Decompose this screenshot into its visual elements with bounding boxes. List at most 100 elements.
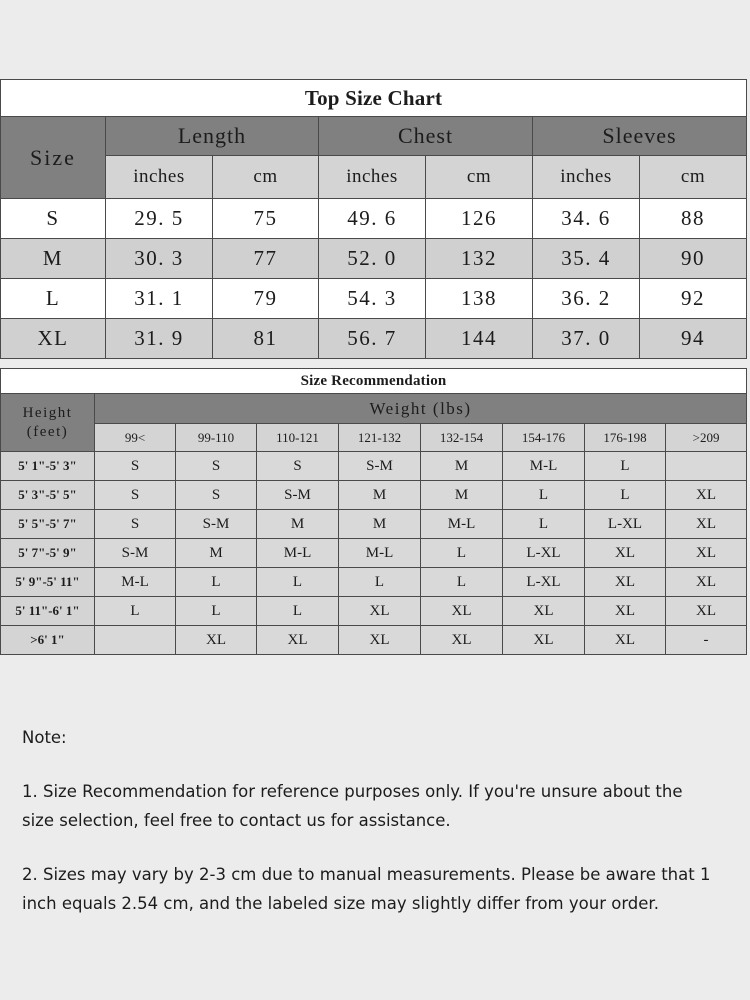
height-label: 5' 3"-5' 5": [0, 480, 95, 510]
reco-cell: S: [256, 451, 339, 481]
measure-cell: 29. 5: [105, 198, 213, 239]
reco-cell: [94, 625, 176, 655]
reco-cell: S-M: [256, 480, 339, 510]
measure-cell: 56. 7: [318, 318, 426, 359]
reco-cell: M-L: [94, 567, 176, 597]
reco-cell: M-L: [420, 509, 503, 539]
table-title-row: Size Recommendation: [0, 368, 748, 394]
reco-cell: S: [94, 480, 176, 510]
measure-cell: 34. 6: [532, 198, 640, 239]
reco-cell: L: [338, 567, 421, 597]
height-label: 5' 1"-5' 3": [0, 451, 95, 481]
reco-cell: L: [420, 567, 503, 597]
reco-cell: L: [256, 567, 339, 597]
note-item-2: 2. Sizes may vary by 2-3 cm due to manua…: [22, 864, 711, 914]
top-size-chart-title: Top Size Chart: [0, 79, 748, 117]
reco-cell: S-M: [175, 509, 257, 539]
reco-cell: M-L: [338, 538, 421, 568]
unit-header-sleeves-cm: cm: [638, 155, 748, 199]
reco-cell: S-M: [338, 451, 421, 481]
table-row: XL 31. 9 81 56. 7 144 37. 0 94: [0, 318, 748, 359]
reco-cell: XL: [584, 596, 666, 626]
group-header-chest: Chest: [318, 116, 533, 156]
reco-cell: M: [338, 480, 421, 510]
measure-cell: 126: [425, 198, 533, 239]
reco-cell: XL: [338, 596, 421, 626]
reco-cell: XL: [664, 596, 748, 626]
measure-cell: 52. 0: [318, 238, 426, 279]
measure-cell: 37. 0: [532, 318, 640, 359]
group-header-row: Size Length Chest Sleeves: [0, 116, 748, 199]
table-row: 5' 1"-5' 3" S S S S-M M M-L L: [0, 451, 748, 481]
measure-cell: 31. 1: [105, 278, 213, 319]
reco-cell: XL: [584, 567, 666, 597]
weight-header-row: Height (feet) Weight (lbs): [0, 393, 748, 452]
size-recommendation-table: Size Recommendation Height (feet) Weight…: [0, 368, 748, 655]
reco-cell: XL: [664, 480, 748, 510]
size-label: M: [0, 238, 106, 279]
weight-range-header: >209: [664, 423, 748, 452]
table-row: >6' 1" XL XL XL XL XL XL -: [0, 625, 748, 655]
measure-cell: 138: [425, 278, 533, 319]
weight-range-row: 99< 99-110 110-121 121-132 132-154 154-1…: [1, 423, 748, 452]
measure-cell: 132: [425, 238, 533, 279]
reco-cell: L: [420, 538, 503, 568]
height-label: 5' 5"-5' 7": [0, 509, 95, 539]
height-label: >6' 1": [0, 625, 95, 655]
reco-cell: M: [420, 451, 503, 481]
weight-range-header: 99-110: [175, 423, 257, 452]
reco-cell: M: [175, 538, 257, 568]
size-label: L: [0, 278, 106, 319]
table-row: 5' 3"-5' 5" S S S-M M M L L XL: [0, 480, 748, 510]
measure-cell: 90: [638, 238, 748, 279]
measure-cell: 79: [212, 278, 319, 319]
table-row: 5' 9"-5' 11" M-L L L L L L-XL XL XL: [0, 567, 748, 597]
reco-cell: XL: [584, 625, 666, 655]
weight-range-header: 110-121: [256, 423, 339, 452]
measure-cell: 144: [425, 318, 533, 359]
unit-header-row: inches cm inches cm inches cm: [1, 155, 748, 199]
measure-cell: 35. 4: [532, 238, 640, 279]
reco-cell: L: [94, 596, 176, 626]
size-label: S: [0, 198, 106, 239]
measure-cell: 49. 6: [318, 198, 426, 239]
table-row: S 29. 5 75 49. 6 126 34. 6 88: [0, 198, 748, 239]
size-recommendation-block: Size Recommendation Height (feet) Weight…: [0, 368, 748, 655]
reco-cell: [664, 451, 748, 481]
reco-cell: L-XL: [502, 538, 585, 568]
reco-cell: M: [338, 509, 421, 539]
reco-cell: S: [175, 480, 257, 510]
weight-range-header: 99<: [94, 423, 176, 452]
measure-cell: 54. 3: [318, 278, 426, 319]
weight-range-header: 132-154: [420, 423, 503, 452]
group-header-length: Length: [105, 116, 319, 156]
reco-cell: L: [175, 596, 257, 626]
reco-cell: L-XL: [584, 509, 666, 539]
reco-cell: XL: [338, 625, 421, 655]
unit-header-chest-cm: cm: [425, 155, 533, 199]
height-label: 5' 11"-6' 1": [0, 596, 95, 626]
reco-cell: L: [584, 451, 666, 481]
reco-cell: XL: [175, 625, 257, 655]
height-label: 5' 9"-5' 11": [0, 567, 95, 597]
reco-cell: XL: [664, 509, 748, 539]
table-row: 5' 5"-5' 7" S S-M M M M-L L L-XL XL: [0, 509, 748, 539]
reco-cell: XL: [256, 625, 339, 655]
height-label: 5' 7"-5' 9": [0, 538, 95, 568]
reco-cell: M-L: [256, 538, 339, 568]
reco-cell: L: [584, 480, 666, 510]
reco-cell: XL: [664, 567, 748, 597]
notes-heading: Note:: [22, 728, 67, 747]
weight-group-header: Weight (lbs): [93, 393, 748, 424]
measure-cell: 81: [212, 318, 319, 359]
unit-header-length-inches: inches: [105, 155, 213, 199]
reco-cell: S: [94, 509, 176, 539]
reco-cell: L: [502, 509, 585, 539]
reco-cell: XL: [584, 538, 666, 568]
weight-range-header: 176-198: [584, 423, 666, 452]
reco-cell: XL: [420, 596, 503, 626]
measure-cell: 31. 9: [105, 318, 213, 359]
reco-cell: -: [664, 625, 748, 655]
height-header-line2: (feet): [26, 423, 69, 440]
